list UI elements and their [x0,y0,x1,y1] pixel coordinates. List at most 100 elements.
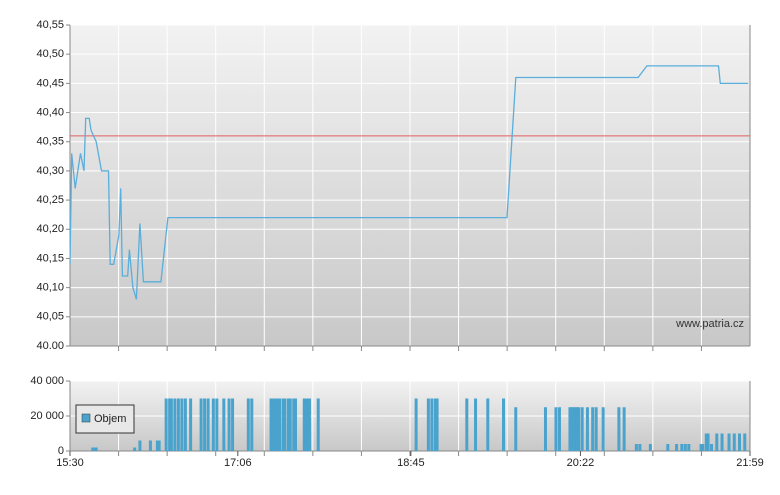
y-tick-label: 0 [58,445,64,457]
volume-bar [281,398,285,451]
x-tick-label: 15:30 [56,457,84,469]
volume-bar [701,444,705,451]
volume-bar [486,398,490,451]
x-tick-label: 20:22 [567,457,595,469]
volume-bar [307,398,311,451]
x-tick-label: 17:06 [224,457,252,469]
volume-bar [292,398,296,451]
volume-bar [287,398,291,451]
price-line [69,65,749,300]
y-tick-label: 40,50 [36,48,64,60]
volume-bar [704,433,708,451]
volume-bar [554,407,558,451]
volume-bar [514,407,518,451]
volume-bar [680,444,684,451]
y-tick-label: 40.00 [36,340,64,352]
y-tick-label: 40 000 [30,375,64,387]
x-tick-label: 18:45 [397,457,425,469]
volume-bar [316,398,320,451]
volume-bar [206,398,210,451]
volume-bar [203,398,207,451]
volume-bar [173,398,177,451]
volume-bar [474,398,478,451]
volume-bar [720,433,724,451]
volume-bar [215,398,219,451]
volume-bar [250,398,254,451]
volume-bar [180,398,184,451]
volume-bar [435,398,439,451]
volume-bar [591,407,595,451]
volume-bar [231,398,235,451]
volume-bar [306,398,310,451]
volume-bar [594,407,598,451]
volume-bar [155,440,159,451]
volume-bar [743,433,747,451]
volume-bar [622,407,626,451]
volume-bar [727,433,731,451]
volume-bar [430,398,434,451]
watermark: www.patria.cz [675,318,744,330]
volume-bar [687,444,691,451]
y-tick-label: 40,40 [36,106,64,118]
volume-bar [274,398,278,451]
volume-bar [465,398,469,451]
volume-bar [294,398,298,451]
volume-bar [666,444,670,451]
legend: Objem [75,404,135,434]
volume-bar [577,407,581,451]
y-tick-label: 40,35 [36,136,64,148]
volume-bar [568,407,572,451]
volume-bar [168,398,172,451]
volume-bar [683,444,687,451]
y-tick-label: 40,20 [36,223,64,235]
volume-bar [634,444,638,451]
y-tick-label: 40,45 [36,77,64,89]
volume-bar [638,444,642,451]
volume-bar [283,398,287,451]
y-tick-label: 40,15 [36,252,64,264]
volume-bar [557,407,561,451]
volume-bar [706,433,710,451]
volume-bar [176,398,180,451]
volume-bar [133,447,137,451]
legend-label: Objem [94,413,126,425]
volume-bar [617,407,621,451]
volume-bar [278,398,282,451]
volume-bar [276,398,280,451]
volume-bar [601,407,605,451]
volume-bar [92,447,96,451]
volume-bar [302,398,306,451]
y-tick-label: 40,25 [36,194,64,206]
volume-bar [715,433,719,451]
volume-bar [414,398,418,451]
volume-bar [571,407,575,451]
y-tick-label: 40,05 [36,311,64,323]
volume-bar [222,398,226,451]
volume-bar [94,447,98,451]
volume-bar [246,398,250,451]
volume-bar [211,398,215,451]
volume-bar [189,398,193,451]
volume-bar [426,398,430,451]
volume-bar [570,407,574,451]
volume-bar [575,407,579,451]
volume-bar [675,444,679,451]
volume-bar [227,398,231,451]
volume-bar [138,440,142,451]
volume-bar [502,398,506,451]
y-tick-label: 40,55 [36,19,64,31]
volume-bar [157,440,161,451]
volume-bar [199,398,203,451]
x-tick-label: 21:59 [736,457,764,469]
volume-bar [164,398,168,451]
volume-bar [91,447,95,451]
volume-bar [269,398,273,451]
y-tick-label: 40,30 [36,165,64,177]
volume-bar [304,398,308,451]
volume-bar [271,398,275,451]
volume-bar [148,440,152,451]
volume-bar [273,398,277,451]
y-tick-label: 20 000 [30,410,64,422]
volume-bar [648,444,652,451]
